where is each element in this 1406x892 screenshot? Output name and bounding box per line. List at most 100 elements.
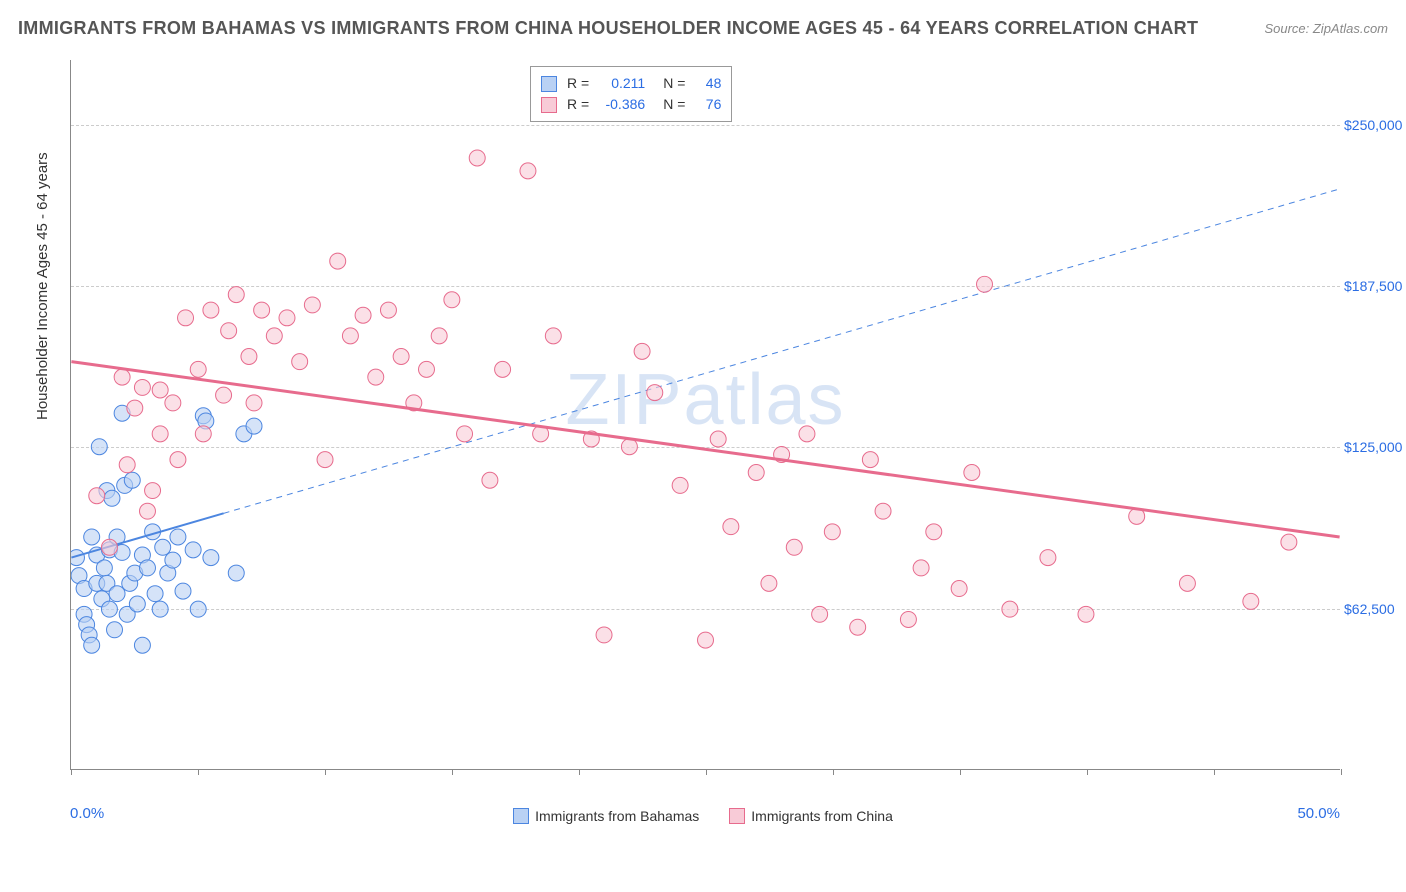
scatter-point <box>900 611 916 627</box>
scatter-point <box>710 431 726 447</box>
scatter-point <box>127 400 143 416</box>
x-tick <box>452 769 453 775</box>
scatter-point <box>216 387 232 403</box>
scatter-point <box>89 488 105 504</box>
scatter-point <box>254 302 270 318</box>
scatter-point <box>330 253 346 269</box>
scatter-point <box>114 369 130 385</box>
scatter-point <box>134 379 150 395</box>
legend-swatch <box>541 76 557 92</box>
scatter-point <box>1002 601 1018 617</box>
x-tick <box>71 769 72 775</box>
scatter-point <box>596 627 612 643</box>
n-label: N = <box>663 94 685 115</box>
scatter-point <box>152 601 168 617</box>
y-tick-label: $250,000 <box>1344 117 1402 133</box>
x-tick <box>833 769 834 775</box>
legend-item: Immigrants from Bahamas <box>513 808 699 824</box>
trend-line-solid <box>71 362 1339 537</box>
scatter-point <box>152 426 168 442</box>
scatter-point <box>195 426 211 442</box>
scatter-point <box>84 529 100 545</box>
scatter-point <box>786 539 802 555</box>
scatter-point <box>221 323 237 339</box>
scatter-point <box>812 606 828 622</box>
legend-label: Immigrants from Bahamas <box>535 808 699 824</box>
r-label: R = <box>567 73 589 94</box>
scatter-point <box>185 542 201 558</box>
scatter-point <box>799 426 815 442</box>
scatter-point <box>875 503 891 519</box>
scatter-point <box>96 560 112 576</box>
scatter-point <box>913 560 929 576</box>
x-tick <box>1087 769 1088 775</box>
r-label: R = <box>567 94 589 115</box>
n-label: N = <box>663 73 685 94</box>
scatter-point <box>104 490 120 506</box>
scatter-point <box>862 452 878 468</box>
scatter-point <box>152 382 168 398</box>
scatter-point <box>1078 606 1094 622</box>
scatter-point <box>165 395 181 411</box>
scatter-point <box>228 565 244 581</box>
scatter-point <box>129 596 145 612</box>
scatter-point <box>139 503 155 519</box>
x-tick <box>706 769 707 775</box>
scatter-point <box>1040 550 1056 566</box>
scatter-point <box>545 328 561 344</box>
scatter-point <box>178 310 194 326</box>
scatter-point <box>342 328 358 344</box>
correlation-legend: R =0.211N =48R =-0.386N =76 <box>530 66 732 122</box>
scatter-point <box>91 439 107 455</box>
correlation-row: R =-0.386N =76 <box>541 94 721 115</box>
scatter-point <box>469 150 485 166</box>
series-legend: Immigrants from Bahamas Immigrants from C… <box>0 808 1406 824</box>
scatter-point <box>241 349 257 365</box>
scatter-point <box>145 483 161 499</box>
scatter-point <box>723 519 739 535</box>
scatter-point <box>824 524 840 540</box>
scatter-point <box>419 361 435 377</box>
scatter-point <box>457 426 473 442</box>
trend-line-dashed <box>224 189 1340 513</box>
x-tick <box>325 769 326 775</box>
scatter-point <box>621 439 637 455</box>
x-tick <box>1341 769 1342 775</box>
scatter-point <box>1179 575 1195 591</box>
scatter-point <box>495 361 511 377</box>
scatter-point <box>84 637 100 653</box>
x-tick <box>1214 769 1215 775</box>
scatter-point <box>520 163 536 179</box>
scatter-point <box>1281 534 1297 550</box>
scatter-point <box>246 395 262 411</box>
scatter-point <box>155 539 171 555</box>
scatter-point <box>951 581 967 597</box>
scatter-point <box>124 472 140 488</box>
source-attribution: Source: ZipAtlas.com <box>1264 21 1388 36</box>
scatter-point <box>926 524 942 540</box>
scatter-point <box>170 529 186 545</box>
scatter-point <box>444 292 460 308</box>
scatter-point <box>228 287 244 303</box>
scatter-point <box>317 452 333 468</box>
scatter-point <box>139 560 155 576</box>
y-tick-label: $62,500 <box>1344 601 1402 617</box>
chart-title: IMMIGRANTS FROM BAHAMAS VS IMMIGRANTS FR… <box>18 18 1198 39</box>
x-tick <box>579 769 580 775</box>
scatter-point <box>964 465 980 481</box>
n-value: 48 <box>691 73 721 94</box>
scatter-point <box>170 452 186 468</box>
scatter-point <box>190 601 206 617</box>
scatter-point <box>634 343 650 359</box>
legend-item: Immigrants from China <box>729 808 893 824</box>
legend-swatch <box>513 808 529 824</box>
x-tick <box>960 769 961 775</box>
scatter-point <box>266 328 282 344</box>
n-value: 76 <box>691 94 721 115</box>
scatter-point <box>355 307 371 323</box>
r-value: 0.211 <box>595 73 645 94</box>
scatter-point <box>698 632 714 648</box>
scatter-point <box>134 637 150 653</box>
scatter-point <box>119 457 135 473</box>
x-tick <box>198 769 199 775</box>
